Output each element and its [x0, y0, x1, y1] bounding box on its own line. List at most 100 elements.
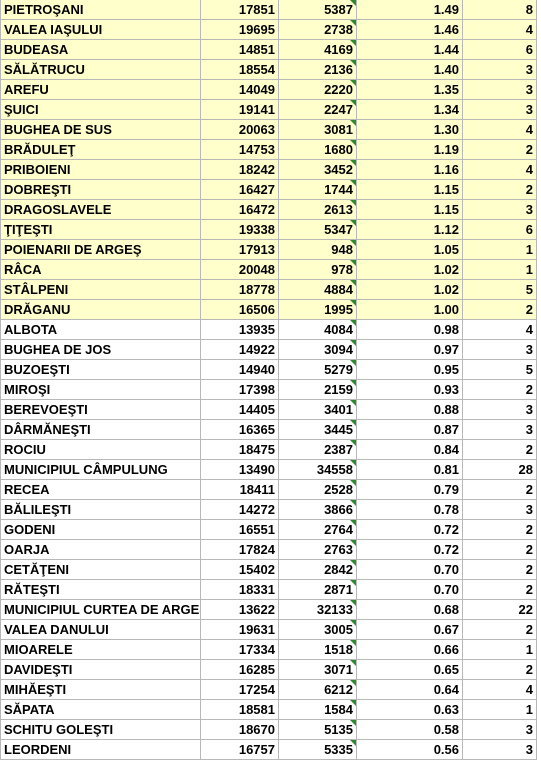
- locality-name-cell[interactable]: RĂTEŞTI: [0, 579, 201, 600]
- locality-name-cell[interactable]: DAVIDEŞTI: [0, 659, 201, 680]
- ratio-cell[interactable]: 0.68: [356, 599, 463, 620]
- count-cell[interactable]: 1: [462, 259, 537, 280]
- siruta-code-cell[interactable]: 18475: [200, 439, 279, 460]
- siruta-code-cell[interactable]: 17334: [200, 639, 279, 660]
- siruta-code-cell[interactable]: 16427: [200, 179, 279, 200]
- population-cell[interactable]: 4884: [278, 279, 357, 300]
- population-cell[interactable]: 3866: [278, 499, 357, 520]
- locality-name-cell[interactable]: RECEA: [0, 479, 201, 500]
- count-cell[interactable]: 8: [462, 0, 537, 20]
- population-cell[interactable]: 3452: [278, 159, 357, 180]
- locality-name-cell[interactable]: DRĂGANU: [0, 299, 201, 320]
- locality-name-cell[interactable]: RÂCA: [0, 259, 201, 280]
- count-cell[interactable]: 2: [462, 559, 537, 580]
- count-cell[interactable]: 4: [462, 19, 537, 40]
- population-cell[interactable]: 3081: [278, 119, 357, 140]
- locality-name-cell[interactable]: BEREVOEŞTI: [0, 399, 201, 420]
- locality-name-cell[interactable]: VALEA IAŞULUI: [0, 19, 201, 40]
- population-cell[interactable]: 3005: [278, 619, 357, 640]
- population-cell[interactable]: 2763: [278, 539, 357, 560]
- population-cell[interactable]: 2387: [278, 439, 357, 460]
- siruta-code-cell[interactable]: 14922: [200, 339, 279, 360]
- population-cell[interactable]: 2159: [278, 379, 357, 400]
- locality-name-cell[interactable]: LEORDENI: [0, 739, 201, 760]
- count-cell[interactable]: 4: [462, 119, 537, 140]
- count-cell[interactable]: 2: [462, 479, 537, 500]
- locality-name-cell[interactable]: MUNICIPIUL CURTEA DE ARGEŞ: [0, 599, 201, 620]
- count-cell[interactable]: 4: [462, 679, 537, 700]
- population-cell[interactable]: 1680: [278, 139, 357, 160]
- siruta-code-cell[interactable]: 17398: [200, 379, 279, 400]
- siruta-code-cell[interactable]: 19338: [200, 219, 279, 240]
- locality-name-cell[interactable]: BĂLILEŞTI: [0, 499, 201, 520]
- locality-name-cell[interactable]: OARJA: [0, 539, 201, 560]
- ratio-cell[interactable]: 0.58: [356, 719, 463, 740]
- ratio-cell[interactable]: 1.44: [356, 39, 463, 60]
- ratio-cell[interactable]: 0.95: [356, 359, 463, 380]
- ratio-cell[interactable]: 0.97: [356, 339, 463, 360]
- count-cell[interactable]: 2: [462, 379, 537, 400]
- ratio-cell[interactable]: 0.72: [356, 519, 463, 540]
- population-cell[interactable]: 3401: [278, 399, 357, 420]
- ratio-cell[interactable]: 1.46: [356, 19, 463, 40]
- locality-name-cell[interactable]: PRIBOIENI: [0, 159, 201, 180]
- siruta-code-cell[interactable]: 14940: [200, 359, 279, 380]
- locality-name-cell[interactable]: DÂRMĂNEŞTI: [0, 419, 201, 440]
- siruta-code-cell[interactable]: 13622: [200, 599, 279, 620]
- population-cell[interactable]: 2842: [278, 559, 357, 580]
- count-cell[interactable]: 1: [462, 239, 537, 260]
- siruta-code-cell[interactable]: 13935: [200, 319, 279, 340]
- ratio-cell[interactable]: 1.12: [356, 219, 463, 240]
- count-cell[interactable]: 5: [462, 359, 537, 380]
- count-cell[interactable]: 3: [462, 399, 537, 420]
- siruta-code-cell[interactable]: 19695: [200, 19, 279, 40]
- population-cell[interactable]: 1744: [278, 179, 357, 200]
- count-cell[interactable]: 6: [462, 39, 537, 60]
- count-cell[interactable]: 3: [462, 339, 537, 360]
- siruta-code-cell[interactable]: 16757: [200, 739, 279, 760]
- ratio-cell[interactable]: 0.56: [356, 739, 463, 760]
- siruta-code-cell[interactable]: 17824: [200, 539, 279, 560]
- locality-name-cell[interactable]: POIENARII DE ARGEŞ: [0, 239, 201, 260]
- population-cell[interactable]: 2764: [278, 519, 357, 540]
- locality-name-cell[interactable]: AREFU: [0, 79, 201, 100]
- count-cell[interactable]: 22: [462, 599, 537, 620]
- siruta-code-cell[interactable]: 16551: [200, 519, 279, 540]
- population-cell[interactable]: 1518: [278, 639, 357, 660]
- siruta-code-cell[interactable]: 16365: [200, 419, 279, 440]
- ratio-cell[interactable]: 0.78: [356, 499, 463, 520]
- population-cell[interactable]: 5387: [278, 0, 357, 20]
- population-cell[interactable]: 5347: [278, 219, 357, 240]
- locality-name-cell[interactable]: VALEA DANULUI: [0, 619, 201, 640]
- count-cell[interactable]: 1: [462, 699, 537, 720]
- siruta-code-cell[interactable]: 18670: [200, 719, 279, 740]
- count-cell[interactable]: 3: [462, 719, 537, 740]
- siruta-code-cell[interactable]: 18411: [200, 479, 279, 500]
- ratio-cell[interactable]: 0.79: [356, 479, 463, 500]
- locality-name-cell[interactable]: ROCIU: [0, 439, 201, 460]
- locality-name-cell[interactable]: SĂPATA: [0, 699, 201, 720]
- population-cell[interactable]: 6212: [278, 679, 357, 700]
- population-cell[interactable]: 2528: [278, 479, 357, 500]
- locality-name-cell[interactable]: SĂLĂTRUCU: [0, 59, 201, 80]
- ratio-cell[interactable]: 0.72: [356, 539, 463, 560]
- ratio-cell[interactable]: 1.15: [356, 179, 463, 200]
- population-cell[interactable]: 34558: [278, 459, 357, 480]
- count-cell[interactable]: 3: [462, 99, 537, 120]
- population-cell[interactable]: 5135: [278, 719, 357, 740]
- locality-name-cell[interactable]: BUGHEA DE SUS: [0, 119, 201, 140]
- population-cell[interactable]: 2738: [278, 19, 357, 40]
- locality-name-cell[interactable]: PIETROŞANI: [0, 0, 201, 20]
- siruta-code-cell[interactable]: 16506: [200, 299, 279, 320]
- siruta-code-cell[interactable]: 17254: [200, 679, 279, 700]
- population-cell[interactable]: 2613: [278, 199, 357, 220]
- population-cell[interactable]: 3094: [278, 339, 357, 360]
- locality-name-cell[interactable]: STÂLPENI: [0, 279, 201, 300]
- siruta-code-cell[interactable]: 18242: [200, 159, 279, 180]
- locality-name-cell[interactable]: ŢIŢEŞTI: [0, 219, 201, 240]
- siruta-code-cell[interactable]: 18331: [200, 579, 279, 600]
- locality-name-cell[interactable]: MUNICIPIUL CÂMPULUNG: [0, 459, 201, 480]
- ratio-cell[interactable]: 1.30: [356, 119, 463, 140]
- ratio-cell[interactable]: 1.16: [356, 159, 463, 180]
- siruta-code-cell[interactable]: 14851: [200, 39, 279, 60]
